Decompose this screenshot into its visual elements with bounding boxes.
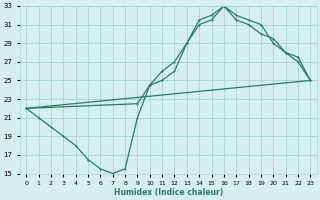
X-axis label: Humidex (Indice chaleur): Humidex (Indice chaleur) xyxy=(114,188,223,197)
